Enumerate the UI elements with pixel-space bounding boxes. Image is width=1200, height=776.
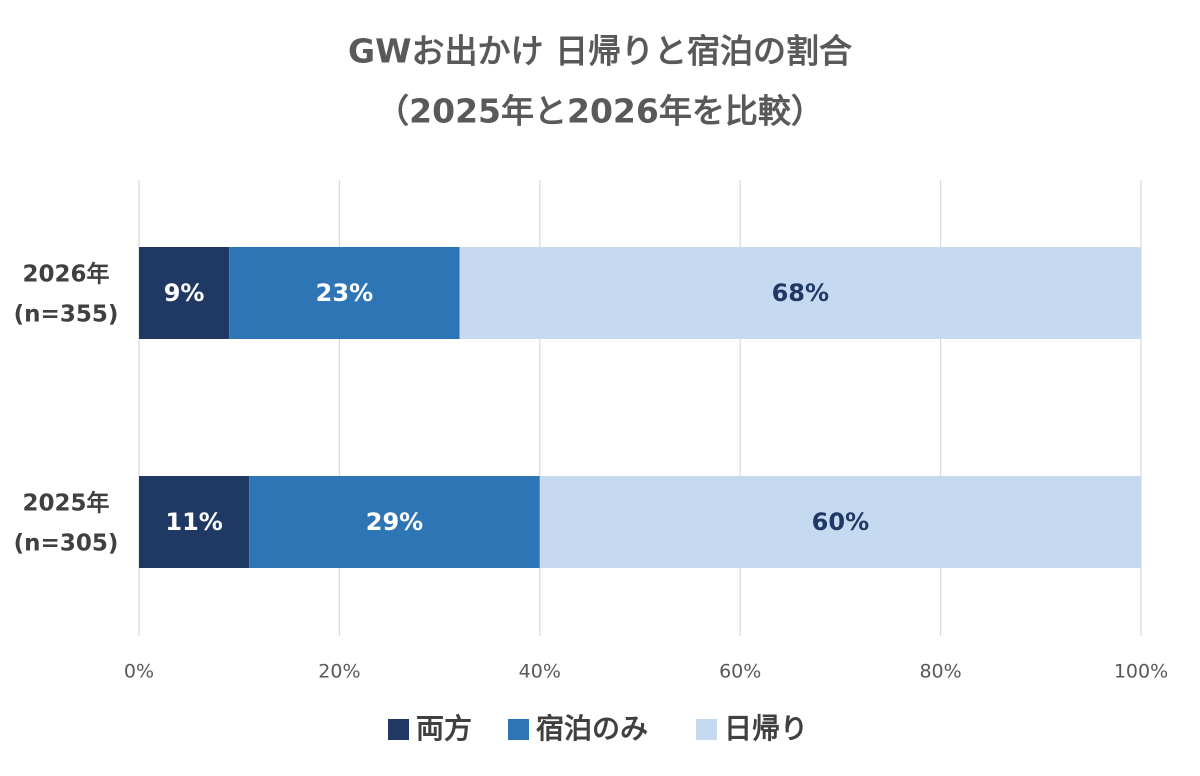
chart-title-line-2: （2025年と2026年を比較）: [376, 92, 824, 131]
legend-swatch: [696, 719, 717, 740]
category-label: 2025年: [22, 490, 109, 517]
x-tick-label: 20%: [318, 661, 360, 683]
x-tick-label: 40%: [519, 661, 561, 683]
x-tick-label: 80%: [919, 661, 961, 683]
x-tick-label: 0%: [124, 661, 154, 683]
data-label: 29%: [366, 508, 423, 536]
category-label: (n=305): [14, 531, 119, 557]
legend-swatch: [508, 719, 529, 740]
legend-label: 日帰り: [724, 712, 808, 745]
data-label: 9%: [164, 279, 205, 307]
category-label: 2026年: [22, 261, 109, 288]
x-tick-label: 100%: [1114, 661, 1168, 683]
bar-segment: [229, 247, 460, 339]
legend-label: 両方: [416, 712, 472, 745]
bar-segment: [249, 476, 540, 568]
data-label: 11%: [165, 508, 222, 536]
bar-segment: [539, 476, 1141, 568]
data-label: 60%: [812, 508, 869, 536]
chart-title-line-1: GWお出かけ 日帰りと宿泊の割合: [348, 32, 852, 71]
category-label: (n=355): [14, 302, 119, 328]
data-label: 23%: [316, 279, 373, 307]
bar-segment: [139, 247, 230, 339]
bar-segment: [459, 247, 1141, 339]
legend-swatch: [388, 719, 409, 740]
x-tick-label: 60%: [719, 661, 761, 683]
bar-segment: [139, 476, 250, 568]
legend-label: 宿泊のみ: [536, 712, 648, 745]
data-label: 68%: [772, 279, 829, 307]
